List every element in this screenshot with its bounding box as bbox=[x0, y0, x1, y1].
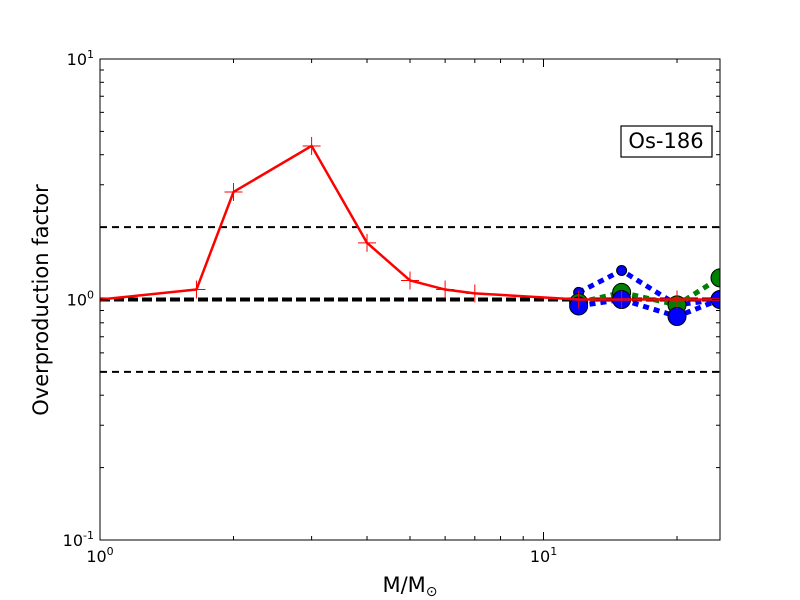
series-line bbox=[578, 275, 720, 308]
series-line bbox=[577, 268, 720, 308]
x-axis-title-sub: ⊙ bbox=[426, 584, 438, 600]
annotation-label: Os-186 bbox=[628, 129, 703, 153]
y-tick-exponent: 0 bbox=[87, 289, 94, 302]
x-tick-base: 10 bbox=[530, 547, 550, 566]
annotation-frame bbox=[620, 125, 713, 158]
y-tick-label: 100 bbox=[67, 289, 94, 310]
y-tick-label: 101 bbox=[67, 48, 94, 69]
series-line bbox=[578, 297, 720, 319]
series-layer bbox=[100, 136, 720, 326]
x-tick-base: 10 bbox=[86, 547, 106, 566]
y-axis-title: Overproduction factor bbox=[29, 184, 53, 416]
x-tick-exponent: 0 bbox=[107, 545, 114, 558]
y-tick-exponent: -1 bbox=[83, 529, 94, 542]
y-tick-base: 10 bbox=[67, 291, 87, 310]
x-tick-labels: 100 101 bbox=[86, 545, 557, 566]
data-point bbox=[710, 268, 720, 288]
series-3 bbox=[569, 290, 720, 326]
y-tick-exponent: 1 bbox=[87, 48, 94, 61]
x-tick-exponent: 1 bbox=[550, 545, 557, 558]
y-tick-base: 10 bbox=[63, 531, 83, 550]
y-tick-label: 10-1 bbox=[63, 529, 94, 550]
reference-lines bbox=[100, 226, 720, 373]
data-point bbox=[667, 306, 687, 326]
y-tick-base: 10 bbox=[67, 50, 87, 69]
major-ticks bbox=[99, 58, 720, 541]
x-axis-title: M/M⊙ bbox=[382, 573, 437, 600]
data-point bbox=[616, 265, 628, 277]
series-line bbox=[100, 144, 720, 301]
x-axis-title-main: M/M bbox=[382, 573, 425, 597]
annotation-box: Os-186 bbox=[620, 125, 713, 158]
x-tick-label: 101 bbox=[530, 545, 557, 566]
x-tick-label: 100 bbox=[86, 545, 113, 566]
